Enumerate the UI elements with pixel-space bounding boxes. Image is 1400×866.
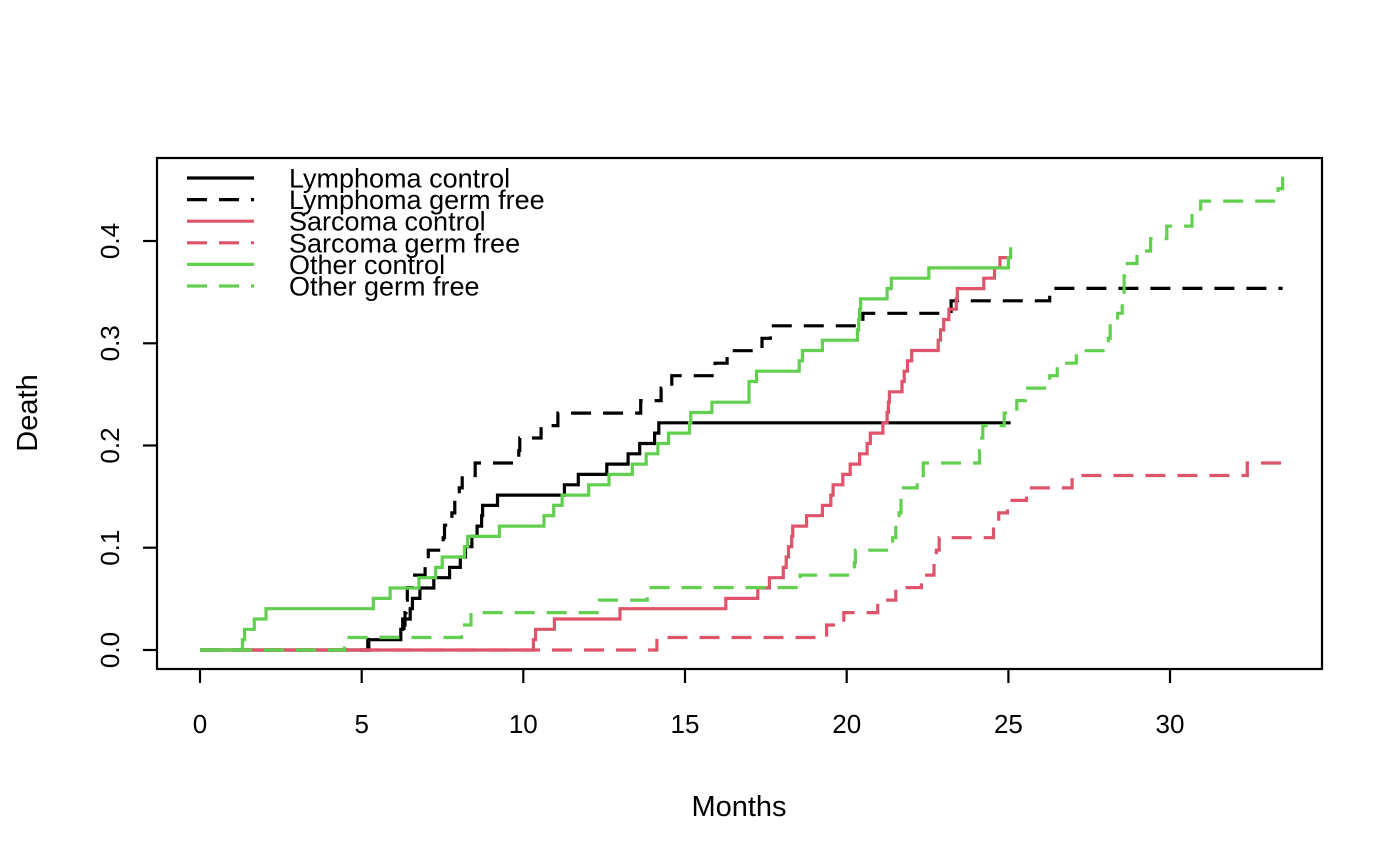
y-axis-title: Death [12, 374, 44, 451]
y-axis-tick-label: 0.2 [95, 427, 125, 463]
legend-label-sarcoma-germ-free: Sarcoma germ free [289, 228, 520, 258]
series-sarcoma-germ-free [200, 461, 1283, 652]
series-lymphoma-germ-free [200, 286, 1283, 652]
y-axis-tick-label: 0.0 [95, 632, 125, 668]
series-other-germ-free [200, 176, 1285, 652]
x-axis-tick-label: 5 [354, 709, 368, 739]
x-axis-tick-label: 30 [1156, 709, 1185, 739]
y-axis-tick-label: 0.3 [95, 325, 125, 361]
y-axis-tick-label: 0.4 [95, 223, 125, 259]
legend-label-other-germ-free: Other germ free [289, 272, 480, 302]
legend-label-sarcoma-control: Sarcoma control [289, 207, 486, 237]
x-axis-tick-label: 10 [509, 709, 538, 739]
x-axis-tick-label: 15 [671, 709, 700, 739]
legend-label-other-control: Other control [289, 250, 445, 280]
plot-box [155, 156, 1324, 671]
legend-label-lymphoma-germ-free: Lymphoma germ free [289, 185, 545, 215]
series-sarcoma-control [200, 256, 1011, 652]
x-axis-tick-label: 20 [832, 709, 861, 739]
x-axis-title: Months [691, 791, 786, 823]
series-lymphoma-control [200, 421, 1011, 652]
x-axis-tick-label: 25 [994, 709, 1023, 739]
legend-label-lymphoma-control: Lymphoma control [289, 164, 510, 194]
y-axis-tick-label: 0.1 [95, 530, 125, 566]
series-other-control [200, 247, 1013, 652]
x-axis-tick-label: 0 [193, 709, 207, 739]
